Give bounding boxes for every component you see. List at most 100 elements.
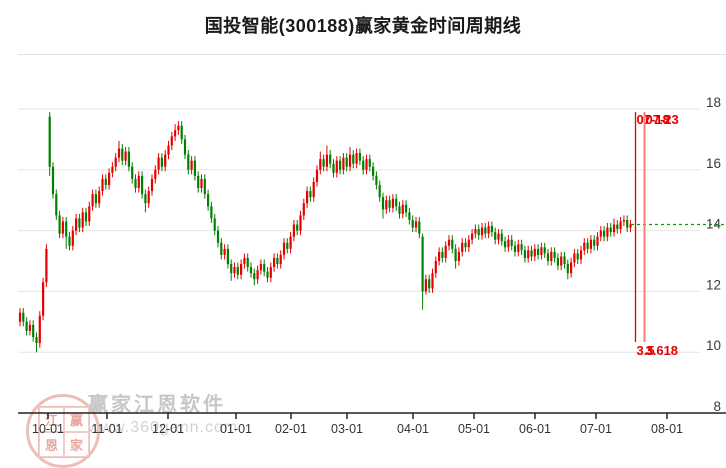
candle-body: [319, 159, 322, 170]
candle-body: [507, 239, 510, 248]
candle-body: [259, 264, 262, 271]
candle-body: [589, 239, 592, 249]
candle-body: [405, 204, 408, 213]
watermark: 江 赢 恩 家 赢家江恩软件 www.360gann.com: [0, 380, 300, 468]
candle-body: [108, 172, 111, 185]
candle-body: [269, 267, 272, 278]
candle-body: [230, 264, 233, 274]
candle-body: [375, 175, 378, 185]
candle-body: [467, 239, 470, 248]
candle-body: [434, 261, 437, 274]
x-axis-label: 01-01: [220, 422, 252, 436]
candle-body: [71, 230, 74, 246]
y-axis-label: 16: [706, 156, 721, 171]
candle-body: [500, 233, 503, 242]
candle-body: [523, 250, 526, 258]
candle-body: [513, 245, 517, 252]
candle-body: [22, 312, 25, 322]
candle-body: [447, 239, 451, 246]
candle-body: [147, 191, 150, 204]
candle-body: [315, 169, 319, 182]
candle-body: [385, 200, 388, 210]
candle-body: [497, 233, 500, 240]
candle-body: [220, 242, 223, 255]
candle-body: [504, 241, 507, 248]
candle-body: [454, 248, 457, 261]
candle-body: [365, 159, 368, 170]
candle-body: [573, 253, 576, 263]
candle-body: [160, 157, 163, 167]
candle-body: [18, 312, 22, 322]
candle-body: [121, 148, 124, 161]
candle-body: [348, 154, 352, 167]
candle-body: [510, 239, 513, 246]
candle-body: [144, 194, 147, 204]
candle-body: [480, 227, 484, 236]
candle-body: [372, 166, 375, 176]
candle-body: [603, 230, 606, 237]
candle-body: [563, 256, 566, 265]
candle-body: [560, 256, 563, 266]
candle-body: [471, 233, 474, 240]
candle-body: [431, 273, 434, 289]
candle-body: [395, 198, 398, 207]
x-axis-label: 07-01: [580, 422, 612, 436]
candle-body: [550, 251, 553, 261]
candle-body: [355, 153, 358, 164]
candle-body: [141, 175, 144, 195]
candle-body: [527, 250, 530, 258]
candle-body: [164, 154, 167, 167]
candle-body: [546, 253, 550, 261]
candle-body: [51, 166, 55, 195]
candle-body: [490, 226, 493, 233]
candle-body: [342, 157, 345, 170]
candle-body: [28, 324, 31, 331]
candle-body: [68, 236, 71, 246]
candle-body: [388, 200, 391, 208]
candle-body: [233, 267, 236, 274]
candle-body: [629, 224, 632, 228]
candle-body: [438, 251, 441, 261]
candle-body: [243, 257, 246, 265]
candle-body: [88, 206, 91, 222]
candle-body: [81, 212, 84, 228]
candle-body: [197, 175, 200, 189]
candle-body: [368, 159, 371, 167]
candle-body: [329, 154, 332, 164]
candle-body: [424, 279, 427, 292]
candle-body: [626, 219, 629, 228]
candle-body: [411, 219, 414, 228]
cycle-line-date-label: 07-23: [646, 112, 679, 127]
candle-body: [494, 232, 497, 240]
watermark-seal-grid: 江 赢 恩 家: [38, 406, 90, 458]
x-axis-label: 12-01: [152, 422, 184, 436]
candle-body: [619, 221, 622, 230]
y-axis-label: 18: [706, 95, 721, 110]
candle-body: [441, 251, 444, 258]
candle-body: [180, 125, 183, 140]
candle-body: [101, 178, 104, 192]
candle-body: [167, 145, 170, 155]
candle-body: [352, 154, 355, 164]
candle-body: [418, 221, 421, 234]
y-axis-label: 14: [706, 217, 722, 232]
candle-body: [477, 229, 480, 236]
candle-body: [296, 224, 299, 231]
candle-body: [226, 248, 229, 265]
candle-body: [579, 250, 583, 260]
candle-body: [35, 337, 38, 344]
candle-body: [570, 262, 573, 274]
candle-body: [61, 221, 64, 234]
candle-body: [124, 151, 127, 161]
candle-body: [200, 178, 203, 189]
x-axis-label: 02-01: [275, 422, 307, 436]
candle-body: [606, 227, 609, 237]
y-axis-label: 10: [706, 338, 721, 353]
candle-body: [312, 181, 315, 198]
candle-body: [111, 166, 114, 173]
candle-body: [444, 245, 447, 258]
page: { "title": "国投智能(300188)赢家黄金时间周期线", "wat…: [0, 16, 726, 468]
candle-body: [240, 264, 243, 275]
candle-body: [154, 169, 157, 179]
